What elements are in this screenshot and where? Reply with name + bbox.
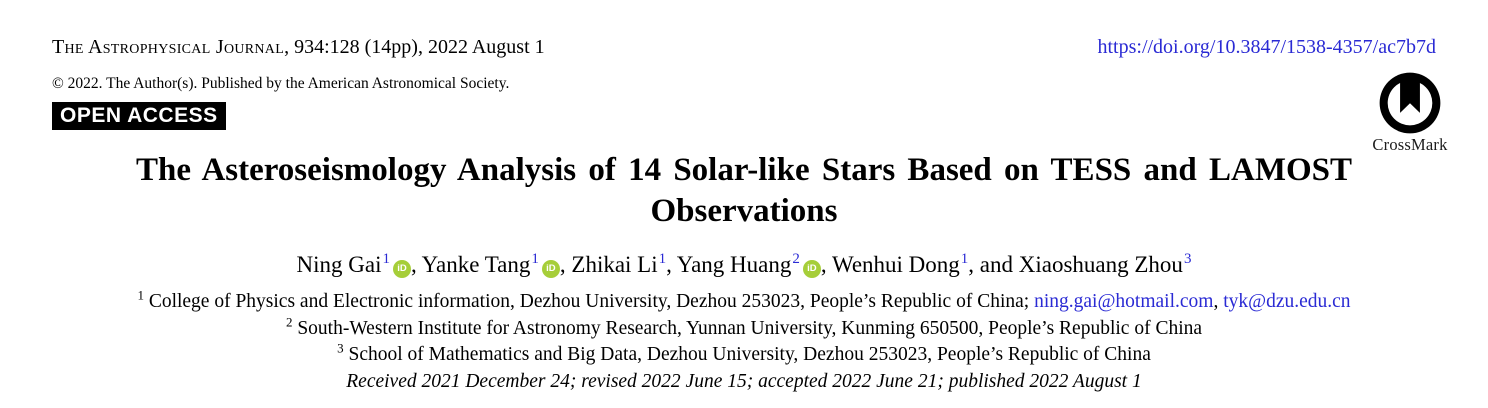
author: Ning Gai1iD bbox=[296, 251, 412, 278]
journal-issue-info: , 934:128 (14pp), 2022 August 1 bbox=[284, 36, 545, 58]
affiliations-block: 1 College of Physics and Electronic info… bbox=[0, 289, 1488, 395]
author: Yang Huang2iD bbox=[676, 251, 821, 278]
author-affiliation-sup[interactable]: 1 bbox=[382, 251, 391, 267]
affiliation-text: School of Mathematics and Big Data, Dezh… bbox=[343, 344, 1151, 365]
author-separator: , bbox=[559, 252, 572, 277]
author-name: Yang Huang bbox=[676, 252, 792, 277]
orcid-icon[interactable]: iD bbox=[393, 259, 412, 278]
journal-name: The Astrophysical Journal bbox=[52, 36, 285, 58]
author-affiliation-sup[interactable]: 1 bbox=[960, 251, 969, 267]
author-list: Ning Gai1iD, Yanke Tang1iD, Zhikai Li1, … bbox=[0, 252, 1488, 278]
title-line-1: The Asteroseismology Analysis of 14 Sola… bbox=[136, 152, 1352, 188]
email-separator: , bbox=[1213, 291, 1224, 312]
journal-header-row: The Astrophysical Journal, 934:128 (14pp… bbox=[52, 36, 1436, 59]
crossmark-icon[interactable] bbox=[1379, 72, 1441, 134]
crossmark-widget[interactable]: CrossMark bbox=[1362, 72, 1458, 155]
page-title: The Asteroseismology Analysis of 14 Sola… bbox=[30, 150, 1458, 232]
affiliation-2: 2 South-Western Institute for Astronomy … bbox=[0, 314, 1488, 343]
orcid-icon[interactable]: iD bbox=[802, 259, 821, 278]
author: Zhikai Li1 bbox=[571, 251, 667, 278]
affiliation-3: 3 School of Mathematics and Big Data, De… bbox=[0, 342, 1488, 369]
author: Xiaoshuang Zhou3 bbox=[1018, 251, 1192, 278]
journal-citation: The Astrophysical Journal, 934:128 (14pp… bbox=[52, 36, 545, 59]
author-name: Ning Gai bbox=[296, 252, 382, 277]
title-line-2: Observations bbox=[650, 193, 838, 229]
affiliation-text: South-Western Institute for Astronomy Re… bbox=[292, 317, 1203, 339]
author-separator: , bbox=[820, 252, 832, 277]
author-affiliation-sup[interactable]: 1 bbox=[658, 251, 667, 267]
author-affiliation-sup[interactable]: 2 bbox=[792, 251, 800, 267]
author: Yanke Tang1iD bbox=[421, 251, 560, 278]
crossmark-label: CrossMark bbox=[1372, 135, 1448, 154]
copyright-notice: © 2022. The Author(s). Published by the … bbox=[52, 75, 510, 92]
affiliation-sup: 3 bbox=[337, 340, 344, 356]
orcid-icon[interactable]: iD bbox=[541, 259, 560, 278]
received-dates-line: Received 2021 December 24; revised 2022 … bbox=[346, 370, 1142, 392]
affiliation-sup: 1 bbox=[137, 287, 144, 303]
author-separator: , bbox=[666, 252, 677, 277]
author-name: Yanke Tang bbox=[421, 252, 531, 277]
author-separator: , and bbox=[968, 252, 1019, 277]
affiliation-sup: 2 bbox=[285, 314, 293, 329]
author-affiliation-sup[interactable]: 1 bbox=[531, 251, 539, 267]
author-name: Wenhui Dong bbox=[831, 252, 960, 277]
email-link-2[interactable]: tyk@dzu.edu.cn bbox=[1223, 291, 1351, 312]
doi-link[interactable]: https://doi.org/10.3847/1538-4357/ac7b7d bbox=[1097, 36, 1436, 58]
affiliation-1: 1 College of Physics and Electronic info… bbox=[0, 289, 1488, 316]
author: Wenhui Dong1 bbox=[831, 251, 969, 278]
author-name: Zhikai Li bbox=[571, 252, 658, 277]
author-separator: , bbox=[411, 252, 422, 277]
author-name: Xiaoshuang Zhou bbox=[1018, 252, 1183, 277]
author-affiliation-sup[interactable]: 3 bbox=[1183, 251, 1192, 267]
email-link-1[interactable]: ning.gai@hotmail.com bbox=[1034, 291, 1214, 312]
affiliation-text: College of Physics and Electronic inform… bbox=[143, 291, 1035, 312]
open-access-badge: OPEN ACCESS bbox=[52, 102, 226, 130]
